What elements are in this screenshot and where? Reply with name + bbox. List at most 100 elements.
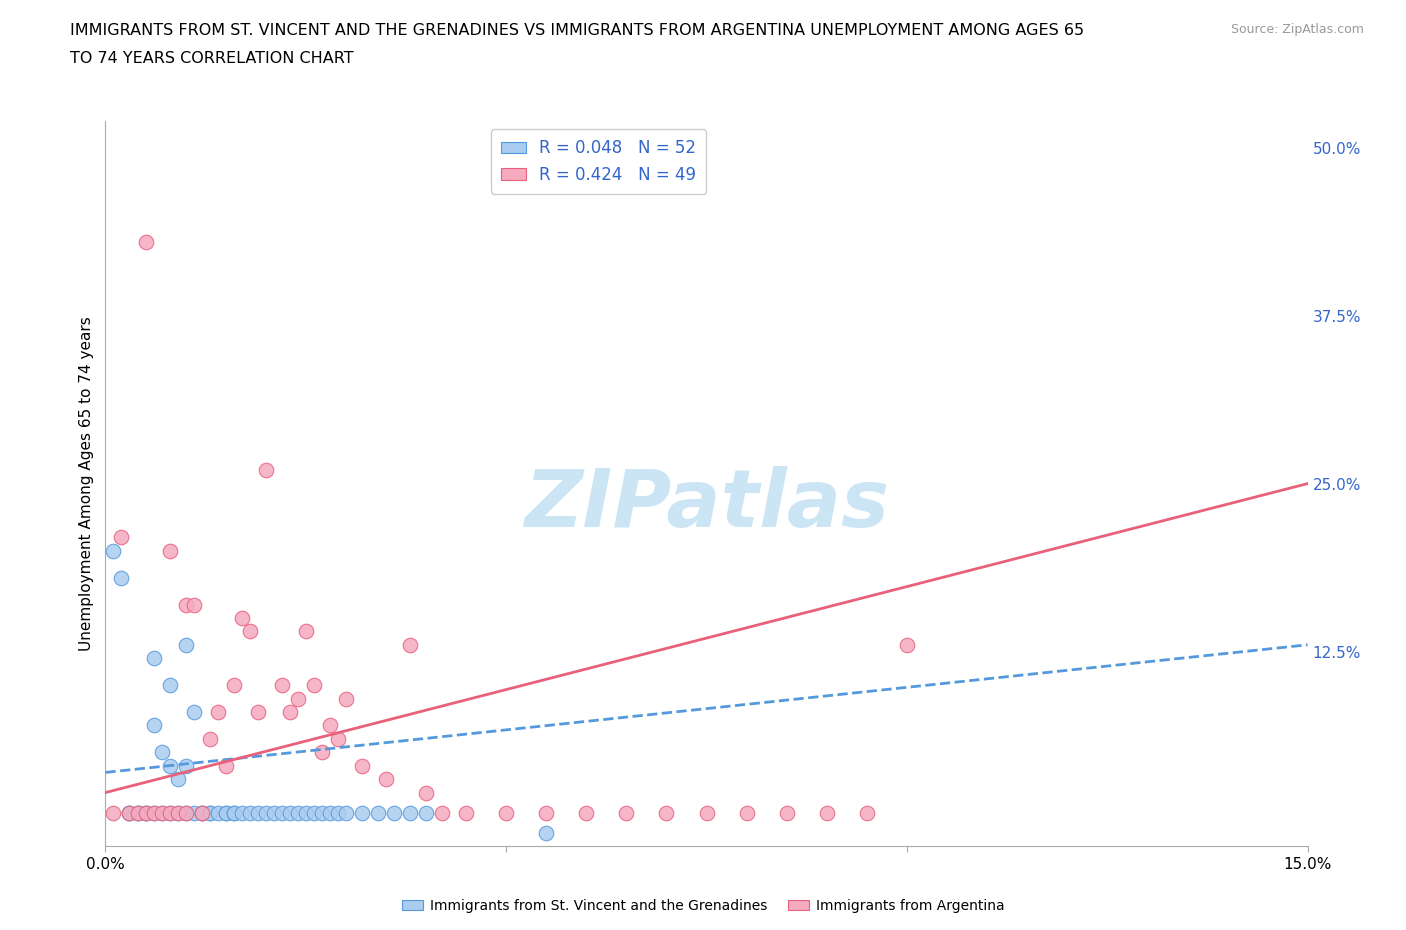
Point [222, 678, 245, 693]
Point [166, 805, 188, 820]
Point [183, 597, 205, 612]
Point [159, 805, 181, 820]
Point [350, 758, 373, 773]
Point [214, 805, 236, 820]
Point [198, 805, 221, 820]
Point [142, 651, 165, 666]
Point [166, 772, 188, 787]
Point [302, 678, 325, 693]
Point [374, 772, 398, 787]
Point [415, 805, 437, 820]
Point [231, 805, 253, 820]
Point [415, 785, 437, 800]
Point [246, 805, 269, 820]
Text: ZIPatlas: ZIPatlas [524, 466, 889, 544]
Point [575, 805, 598, 820]
Point [110, 530, 132, 545]
Point [174, 597, 197, 612]
Point [135, 805, 157, 820]
Point [270, 805, 292, 820]
Point [254, 805, 277, 820]
Point [150, 805, 173, 820]
Point [103, 543, 125, 558]
Point [190, 805, 212, 820]
Point [270, 678, 292, 693]
Point [231, 610, 253, 625]
Point [534, 805, 557, 820]
Point [142, 718, 165, 733]
Point [207, 805, 229, 820]
Point [127, 805, 149, 820]
Point [335, 805, 357, 820]
Point [118, 805, 141, 820]
Point [190, 805, 212, 820]
Point [454, 805, 477, 820]
Y-axis label: Unemployment Among Ages 65 to 74 years: Unemployment Among Ages 65 to 74 years [79, 316, 94, 651]
Legend: R = 0.048   N = 52, R = 0.424   N = 49: R = 0.048 N = 52, R = 0.424 N = 49 [491, 129, 706, 193]
Point [214, 805, 236, 820]
Legend: Immigrants from St. Vincent and the Grenadines, Immigrants from Argentina: Immigrants from St. Vincent and the Gren… [396, 894, 1010, 919]
Point [335, 691, 357, 706]
Point [127, 805, 149, 820]
Point [135, 805, 157, 820]
Point [319, 805, 342, 820]
Point [110, 570, 132, 585]
Point [319, 718, 342, 733]
Point [118, 805, 141, 820]
Point [166, 805, 188, 820]
Point [855, 805, 877, 820]
Point [159, 543, 181, 558]
Point [278, 805, 301, 820]
Point [142, 805, 165, 820]
Text: Source: ZipAtlas.com: Source: ZipAtlas.com [1230, 23, 1364, 36]
Point [815, 805, 838, 820]
Point [174, 758, 197, 773]
Point [239, 624, 262, 639]
Point [295, 805, 318, 820]
Point [254, 463, 277, 478]
Point [174, 637, 197, 652]
Point [311, 805, 333, 820]
Point [326, 731, 349, 746]
Point [367, 805, 389, 820]
Point [222, 805, 245, 820]
Point [430, 805, 453, 820]
Point [495, 805, 517, 820]
Point [896, 637, 918, 652]
Text: TO 74 YEARS CORRELATION CHART: TO 74 YEARS CORRELATION CHART [70, 51, 354, 66]
Point [150, 805, 173, 820]
Point [118, 805, 141, 820]
Point [159, 805, 181, 820]
Point [776, 805, 799, 820]
Point [159, 678, 181, 693]
Point [214, 758, 236, 773]
Point [287, 691, 309, 706]
Point [135, 234, 157, 249]
Point [159, 758, 181, 773]
Point [207, 705, 229, 720]
Point [534, 826, 557, 841]
Point [655, 805, 678, 820]
Point [382, 805, 405, 820]
Point [222, 805, 245, 820]
Point [183, 805, 205, 820]
Point [190, 805, 212, 820]
Point [302, 805, 325, 820]
Point [103, 805, 125, 820]
Point [198, 731, 221, 746]
Point [183, 705, 205, 720]
Point [263, 805, 285, 820]
Point [135, 805, 157, 820]
Text: IMMIGRANTS FROM ST. VINCENT AND THE GRENADINES VS IMMIGRANTS FROM ARGENTINA UNEM: IMMIGRANTS FROM ST. VINCENT AND THE GREN… [70, 23, 1084, 38]
Point [150, 745, 173, 760]
Point [198, 805, 221, 820]
Point [311, 745, 333, 760]
Point [287, 805, 309, 820]
Point [295, 624, 318, 639]
Point [246, 705, 269, 720]
Point [174, 805, 197, 820]
Point [616, 805, 638, 820]
Point [399, 805, 422, 820]
Point [174, 805, 197, 820]
Point [735, 805, 758, 820]
